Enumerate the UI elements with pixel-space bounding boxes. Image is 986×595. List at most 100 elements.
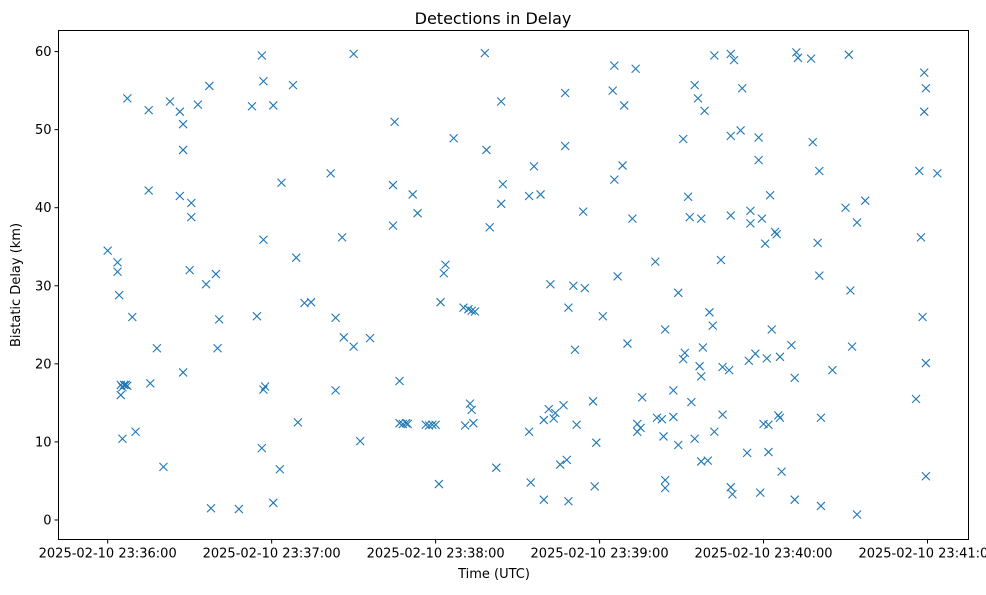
data-point [539,415,549,425]
data-point [555,460,565,469]
data-point [467,306,477,316]
data-point [539,495,549,505]
data-point [726,131,736,141]
data-point [186,212,196,222]
data-point [390,117,400,127]
data-point [814,271,824,281]
data-point [932,168,942,178]
data-point [660,325,670,334]
data-point [252,311,262,321]
data-point [695,361,704,371]
data-point [673,288,683,298]
data-point [434,479,444,489]
data-point [580,283,590,293]
data-point [696,371,706,381]
data-point [524,191,534,201]
data-point [113,257,122,267]
data-point [844,50,854,60]
data-point [524,427,534,437]
data-point [388,221,398,231]
data-point [121,380,131,390]
data-point [777,467,786,476]
data-point [690,80,700,90]
data-point [480,48,490,58]
data-point [349,49,359,59]
data-point [703,456,713,466]
data-point [623,339,632,348]
data-point [709,51,719,60]
data-point [762,353,772,363]
data-point [526,478,536,487]
x-tick-label: 2025-02-10 23:36:00 [39,547,177,562]
data-point [757,214,767,224]
data-point [650,257,660,266]
data-point [467,405,477,415]
data-point [698,343,708,352]
data-point [465,399,475,409]
data-point [431,420,441,430]
data-point [668,412,678,422]
x-tick-label: 2025-02-10 23:39:00 [531,547,669,562]
data-point [206,503,216,513]
data-point [546,279,555,289]
data-point [660,475,670,485]
data-point [144,186,154,195]
data-point [562,455,572,465]
data-point [775,352,785,362]
data-point [257,51,267,60]
y-tick-label: 60 [35,45,52,60]
y-tick-label: 0 [43,513,51,528]
data-point [491,463,501,473]
data-point [114,290,124,300]
data-point [349,342,359,352]
data-point [395,376,404,386]
data-point [204,81,214,91]
data-point [690,434,700,444]
data-point [145,378,155,388]
data-point [680,348,690,358]
data-point [860,196,870,206]
data-point [700,106,709,116]
data-point [578,207,588,217]
data-point [652,413,662,423]
data-point [441,260,450,270]
data-point [921,358,931,368]
data-point [765,190,775,200]
data-point [746,218,755,228]
data-point [590,482,600,491]
data-point [165,97,175,106]
data-point [736,126,745,135]
data-point [355,436,365,446]
data-point [814,166,824,176]
data-point [337,232,347,242]
x-tick-label: 2025-02-10 23:38:00 [367,547,505,562]
data-point [408,190,418,199]
data-point [103,246,113,256]
data-point [496,97,506,106]
data-point [214,314,224,324]
data-point [550,408,560,418]
data-point [113,267,122,277]
data-point [790,373,800,383]
data-point [754,133,764,142]
data-point [211,269,221,279]
data-point [613,272,623,281]
data-point [726,482,736,492]
data-point [728,489,737,499]
data-point [178,119,188,129]
data-point [764,447,773,457]
data-point [427,420,437,430]
data-point [678,354,688,364]
data-point [678,134,688,144]
data-point [914,166,924,176]
data-point [536,190,545,199]
data-point [591,438,601,448]
data-point [631,64,641,74]
data-point [564,303,573,313]
data-point [449,133,459,143]
data-point [549,414,559,423]
data-point [588,396,598,406]
data-point [403,419,413,429]
data-point [175,191,185,201]
data-point [331,386,340,395]
